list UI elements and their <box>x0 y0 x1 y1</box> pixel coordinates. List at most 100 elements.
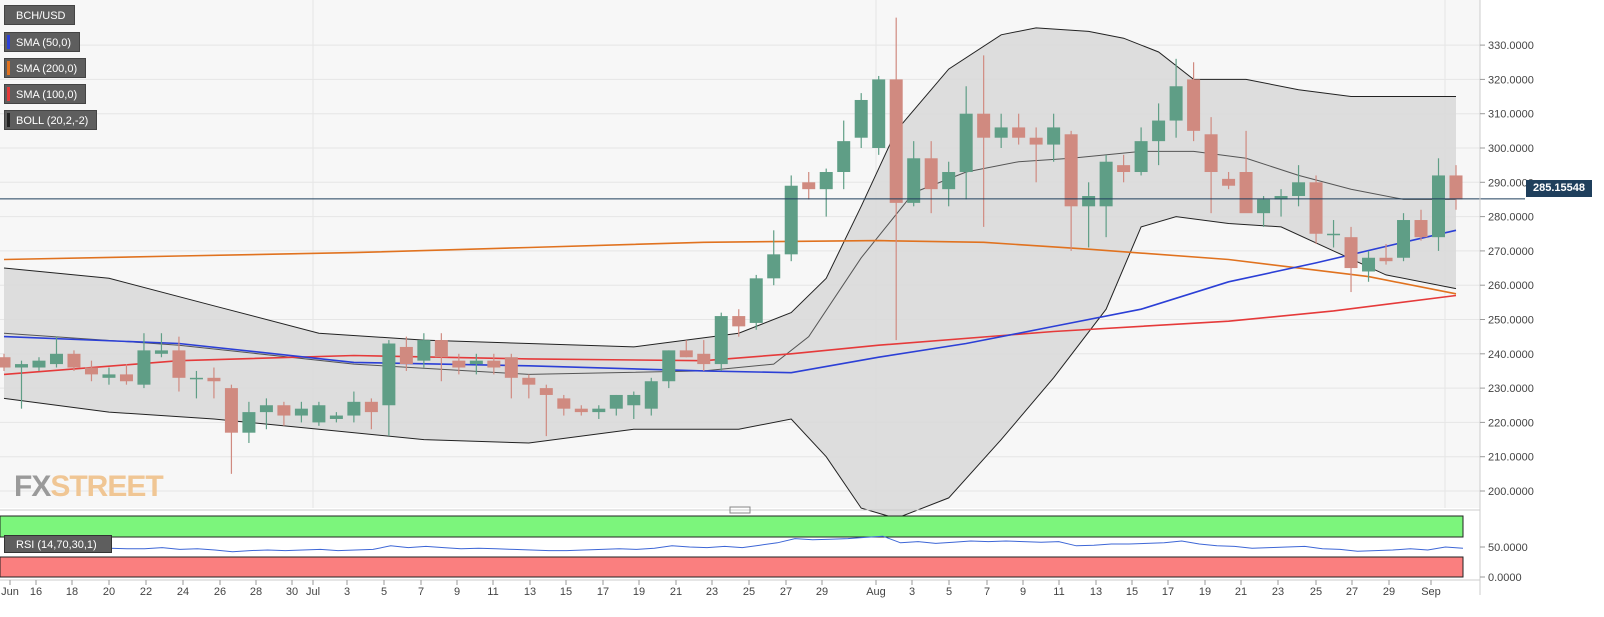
x-tick-label: 30 <box>286 586 298 598</box>
candle <box>382 340 396 437</box>
x-tick-label: 3 <box>344 586 350 598</box>
x-tick-label: 20 <box>103 586 115 598</box>
candle <box>1327 220 1341 248</box>
x-tick-label: 19 <box>633 586 645 598</box>
sma-200-line <box>3 239 1457 295</box>
candle-body <box>627 394 641 406</box>
x-tick-label: Jun <box>1 586 19 598</box>
candle-body <box>802 182 816 190</box>
x-tick-label: 15 <box>1126 586 1138 598</box>
candle <box>1257 196 1271 227</box>
candle <box>872 75 886 155</box>
rsi-oversold-zone <box>0 556 1464 578</box>
candle <box>854 93 868 148</box>
legend-sma-200[interactable]: SMA (200,0) <box>4 58 87 78</box>
candle <box>1274 189 1288 217</box>
candle-body <box>872 79 886 148</box>
x-tick-label: Aug <box>866 586 886 598</box>
y-tick-label: 240.0000 <box>1488 349 1534 361</box>
candle-body <box>189 377 203 380</box>
candle <box>1239 130 1253 214</box>
candle-body <box>1012 127 1026 138</box>
candle <box>557 394 571 416</box>
candle-body <box>504 357 518 378</box>
x-tick-label: 9 <box>454 586 460 598</box>
candle <box>697 340 711 371</box>
x-tick-label: 3 <box>909 586 915 598</box>
candle <box>189 370 203 399</box>
candle-body <box>1432 175 1446 238</box>
candle-body <box>14 364 28 368</box>
candle-body <box>732 316 746 327</box>
candle-body <box>784 185 798 255</box>
x-tick-label: 29 <box>816 586 828 598</box>
y-tick-label: 230.0000 <box>1488 383 1534 395</box>
candle <box>1344 226 1358 293</box>
candle <box>977 55 991 227</box>
x-tick-label: 9 <box>1020 586 1026 598</box>
candle-body <box>977 113 991 138</box>
candle-body <box>522 377 536 385</box>
candle <box>592 405 606 419</box>
candle-body <box>469 360 483 365</box>
legend-sma-100[interactable]: SMA (100,0) <box>4 84 87 104</box>
legend-sma-50[interactable]: SMA (50,0) <box>4 32 81 52</box>
candle <box>277 401 291 426</box>
x-tick-label: 17 <box>597 586 609 598</box>
candle <box>1397 213 1411 262</box>
candle <box>1064 130 1078 251</box>
candle <box>1047 113 1061 162</box>
candle <box>102 367 116 385</box>
y-tick-label: 320.0000 <box>1488 74 1534 86</box>
candle-body <box>1152 120 1166 142</box>
candle <box>1099 154 1113 238</box>
candle <box>889 17 903 341</box>
x-tick-label: 13 <box>1090 586 1102 598</box>
y-tick-label: 330.0000 <box>1488 40 1534 52</box>
candle-body <box>1379 257 1393 262</box>
candle-body <box>312 405 326 423</box>
candle-body <box>1274 196 1288 200</box>
candle-body <box>32 360 46 368</box>
candle <box>469 353 483 375</box>
y-tick-label: 310.0000 <box>1488 109 1534 121</box>
x-tick-label: 23 <box>706 586 718 598</box>
rsi-legend[interactable]: RSI (14,70,30,1) <box>4 535 112 553</box>
candle <box>67 350 81 371</box>
candle <box>137 333 151 389</box>
candle-body <box>1082 196 1096 207</box>
candle <box>154 333 168 358</box>
x-tick-label: 11 <box>487 586 498 598</box>
legend-pair[interactable]: BCH/USD <box>4 5 75 25</box>
candle <box>434 333 448 382</box>
legend-boll[interactable]: BOLL (20,2,-2) <box>4 110 98 130</box>
x-tick-label: 21 <box>670 586 682 598</box>
candle <box>0 353 11 371</box>
candle-body <box>1449 175 1463 200</box>
y-tick-label: 290.0000 <box>1488 177 1534 189</box>
candle <box>1432 158 1446 251</box>
fxstreet-logo: FXSTREET <box>14 470 164 503</box>
candle-body <box>1344 237 1358 269</box>
candle <box>487 353 501 375</box>
x-tick-label: 13 <box>524 586 536 598</box>
candle <box>242 401 256 443</box>
x-tick-label: 5 <box>381 586 387 598</box>
candle <box>714 312 728 371</box>
candle <box>1082 182 1096 248</box>
boll-swatch <box>7 113 10 127</box>
candle <box>994 113 1008 148</box>
x-tick-label: 29 <box>1383 586 1395 598</box>
candle <box>1449 165 1463 210</box>
x-tick-label: Jul <box>306 586 320 598</box>
candle-body <box>119 374 133 382</box>
x-tick-label: 5 <box>946 586 952 598</box>
last-price-tag: 285.15548 <box>1526 180 1592 197</box>
candle <box>959 86 973 200</box>
candle-body <box>154 350 168 354</box>
candle-body <box>452 360 466 368</box>
y-tick-label: 220.0000 <box>1488 417 1534 429</box>
candle <box>399 336 413 371</box>
candle <box>1292 165 1306 207</box>
